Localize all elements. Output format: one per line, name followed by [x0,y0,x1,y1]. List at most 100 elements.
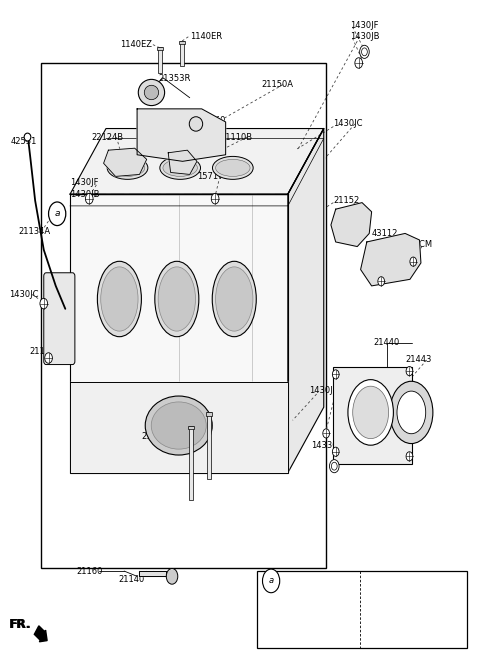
Polygon shape [288,129,324,473]
Ellipse shape [158,267,195,331]
Circle shape [282,600,292,615]
Ellipse shape [138,79,165,106]
Ellipse shape [160,156,201,179]
Ellipse shape [155,261,199,336]
Text: 21443: 21443 [405,355,432,365]
Polygon shape [360,233,421,286]
Circle shape [332,370,339,379]
Bar [158,47,162,73]
Circle shape [360,45,369,58]
Polygon shape [331,202,372,246]
Circle shape [48,202,66,225]
Text: 1014CL: 1014CL [357,443,389,452]
Bar [206,413,212,416]
Circle shape [381,599,386,606]
Ellipse shape [145,396,212,455]
Circle shape [85,193,93,204]
Text: 1433CE: 1433CE [311,441,343,449]
Ellipse shape [216,160,250,176]
Ellipse shape [151,402,206,449]
Text: 1430JB: 1430JB [350,32,380,41]
Bar [188,426,194,428]
Polygon shape [140,571,166,576]
Text: 21114A: 21114A [142,432,174,442]
Text: 43112: 43112 [372,229,398,238]
Text: 1140EZ: 1140EZ [120,40,152,49]
Text: 21160: 21160 [76,566,103,576]
Circle shape [269,591,280,607]
Circle shape [332,447,339,457]
Circle shape [329,460,339,473]
Text: 42531: 42531 [10,137,36,146]
Polygon shape [104,148,147,176]
Ellipse shape [353,386,389,439]
Ellipse shape [24,133,31,141]
Text: 21133: 21133 [265,574,291,583]
Text: 21150A: 21150A [262,80,294,89]
Text: 21110B: 21110B [221,133,253,141]
Polygon shape [70,382,288,473]
Text: 24126: 24126 [170,137,197,146]
Circle shape [406,367,413,376]
Text: 21440: 21440 [373,338,399,348]
Text: 21314A: 21314A [355,581,387,591]
Text: 21114: 21114 [153,406,179,415]
Circle shape [211,193,219,204]
Ellipse shape [213,156,253,179]
Text: 21140: 21140 [118,575,144,584]
Ellipse shape [189,117,203,131]
Bar [41,63,326,568]
Text: 22124B: 22124B [92,133,124,141]
Text: a: a [54,210,60,218]
Text: 1430JF: 1430JF [70,179,98,187]
Ellipse shape [397,391,426,434]
Circle shape [377,594,390,611]
Bar [207,413,211,480]
Text: 1014CM: 1014CM [398,240,432,249]
Text: 1430JC: 1430JC [9,290,39,299]
Text: 1430JF: 1430JF [350,21,379,30]
Text: 21353R: 21353R [158,74,191,83]
Ellipse shape [216,267,253,331]
Circle shape [361,48,367,56]
Circle shape [40,298,48,309]
Circle shape [285,605,289,610]
Polygon shape [70,129,324,194]
Text: 21152: 21152 [333,196,360,205]
Circle shape [323,429,329,438]
Text: 1751GI: 1751GI [275,585,305,594]
Circle shape [410,257,417,266]
Polygon shape [168,150,197,174]
Text: FR.: FR. [9,618,31,631]
Ellipse shape [163,160,197,176]
Text: 94750: 94750 [199,116,226,125]
Ellipse shape [110,160,145,176]
Text: 1430JC: 1430JC [333,120,363,129]
Bar [257,571,468,648]
Bar [180,41,183,66]
Polygon shape [137,109,226,162]
Circle shape [331,463,337,470]
Circle shape [45,353,52,363]
Text: 21134A: 21134A [19,227,51,236]
Circle shape [406,452,413,461]
Text: a: a [268,576,274,585]
Text: 21162A: 21162A [29,347,61,356]
Circle shape [263,569,280,593]
Text: 1430JB: 1430JB [70,190,99,198]
Ellipse shape [101,267,138,331]
FancyArrow shape [35,626,47,642]
Text: 1430JC: 1430JC [310,386,339,396]
Text: (ALT.): (ALT.) [352,572,375,581]
Bar [157,47,163,50]
Circle shape [355,58,362,68]
Circle shape [166,568,178,584]
Circle shape [272,596,277,602]
Ellipse shape [107,156,148,179]
Circle shape [378,277,384,286]
Ellipse shape [97,261,142,336]
Bar [179,41,185,45]
Ellipse shape [212,261,256,336]
FancyBboxPatch shape [44,273,75,365]
Bar [333,367,412,464]
